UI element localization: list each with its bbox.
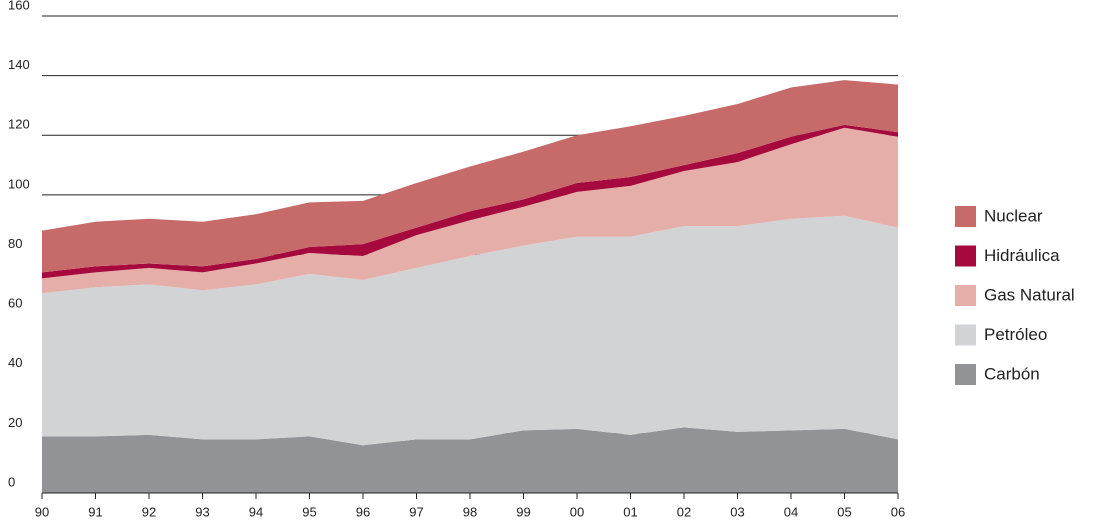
x-tick-label: 04 — [784, 504, 798, 519]
y-tick-label: 140 — [8, 57, 30, 72]
x-tick-label: 93 — [195, 504, 209, 519]
x-tick-label: 90 — [35, 504, 49, 519]
y-tick-label: 120 — [8, 117, 30, 132]
legend-swatch — [955, 364, 976, 385]
x-tick-label: 91 — [88, 504, 102, 519]
x-tick-label: 92 — [142, 504, 156, 519]
x-tick-label: 99 — [516, 504, 530, 519]
x-tick-label: 03 — [730, 504, 744, 519]
legend-label: Hidráulica — [984, 246, 1060, 265]
y-tick-label: 60 — [8, 296, 22, 311]
legend-label: Gas Natural — [984, 285, 1075, 304]
x-tick-label: 05 — [837, 504, 851, 519]
area — [42, 80, 898, 273]
x-tick-label: 95 — [302, 504, 316, 519]
y-tick-label: 20 — [8, 415, 22, 430]
y-tick-label: 40 — [8, 355, 22, 370]
legend-swatch — [955, 285, 976, 306]
x-tick-label: 06 — [891, 504, 905, 519]
y-tick-label: 100 — [8, 176, 30, 191]
legend-swatch — [955, 324, 976, 346]
x-tick-label: 94 — [249, 504, 263, 519]
legend-label: Carbón — [984, 364, 1040, 383]
x-tick-label: 02 — [677, 504, 691, 519]
area — [42, 427, 898, 493]
area — [42, 127, 898, 294]
x-tick-label: 98 — [463, 504, 477, 519]
y-tick-label: 0 — [8, 474, 15, 489]
y-tick-label: 80 — [8, 236, 22, 251]
x-tick-label: 97 — [409, 504, 423, 519]
legend-label: Nuclear — [984, 206, 1043, 225]
x-tick-label: 00 — [570, 504, 584, 519]
legend-swatch — [955, 245, 976, 267]
legend-swatch — [955, 206, 976, 227]
y-tick-label: 160 — [8, 0, 30, 12]
x-tick-label: 01 — [623, 504, 637, 519]
area — [42, 215, 898, 446]
legend-label: Petróleo — [984, 325, 1047, 344]
x-tick-label: 96 — [356, 504, 370, 519]
